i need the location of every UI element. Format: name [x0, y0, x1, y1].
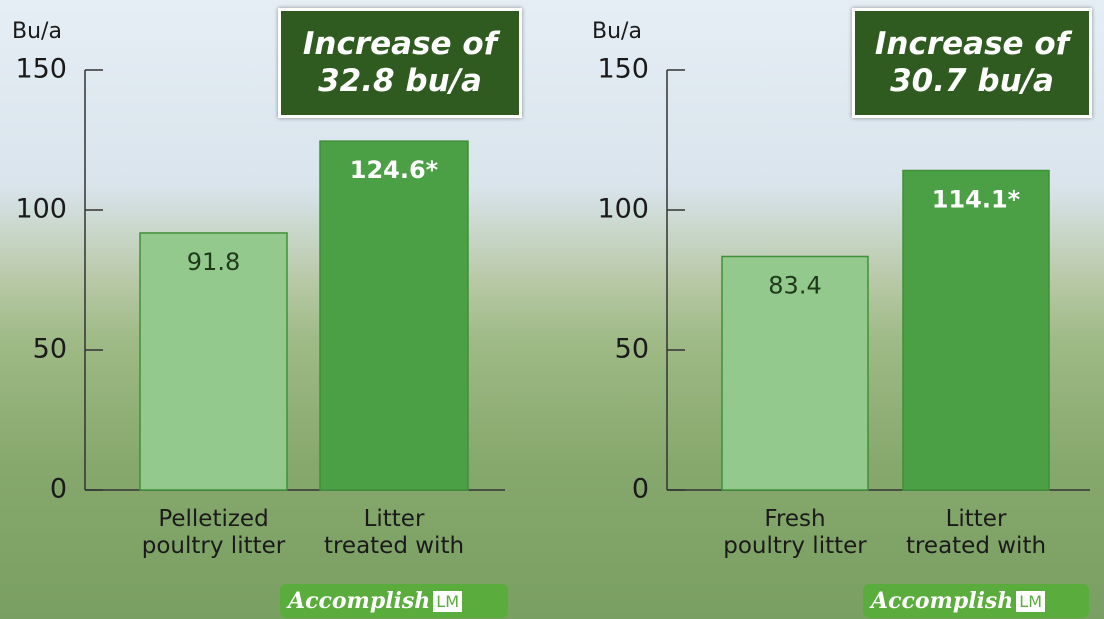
annotation: Increase of 30.7 bu/a	[852, 8, 1092, 118]
value-label: 124.6*	[350, 156, 439, 184]
value-label: 114.1*	[932, 186, 1021, 214]
bar	[903, 171, 1049, 490]
logo-name: Accomplish	[871, 588, 1013, 614]
annotation: Increase of 32.8 bu/a	[278, 8, 522, 118]
y-tick-label: 0	[50, 474, 67, 505]
x-tick-label: Litter treated with	[294, 506, 494, 560]
logo-name: Accomplish	[288, 588, 430, 614]
y-tick-label: 100	[15, 194, 67, 225]
page: Bu/a 0 50 100 150 91.8 124.6* Bu/a 0 50 100 150 83.4…	[0, 0, 1104, 619]
value-label: 91.8	[187, 248, 240, 276]
x-tick-label: Pelletized poultry litter	[114, 506, 314, 560]
y-tick-label: 100	[597, 194, 649, 225]
logo-suffix: LM	[1016, 591, 1045, 612]
y-tick-label: 150	[597, 54, 649, 85]
value-label: 83.4	[768, 271, 821, 299]
y-tick-label: 0	[632, 474, 649, 505]
y-tick-label: 50	[33, 334, 67, 365]
y-axis-label: Bu/a	[592, 19, 642, 44]
bar	[320, 141, 468, 490]
y-tick-label: 150	[15, 54, 67, 85]
x-tick-label: Fresh poultry litter	[695, 506, 895, 560]
y-tick-label: 50	[615, 334, 649, 365]
logo-suffix: LM	[433, 591, 462, 612]
y-axis-label: Bu/a	[12, 19, 62, 44]
x-tick-label: Litter treated with	[876, 506, 1076, 560]
